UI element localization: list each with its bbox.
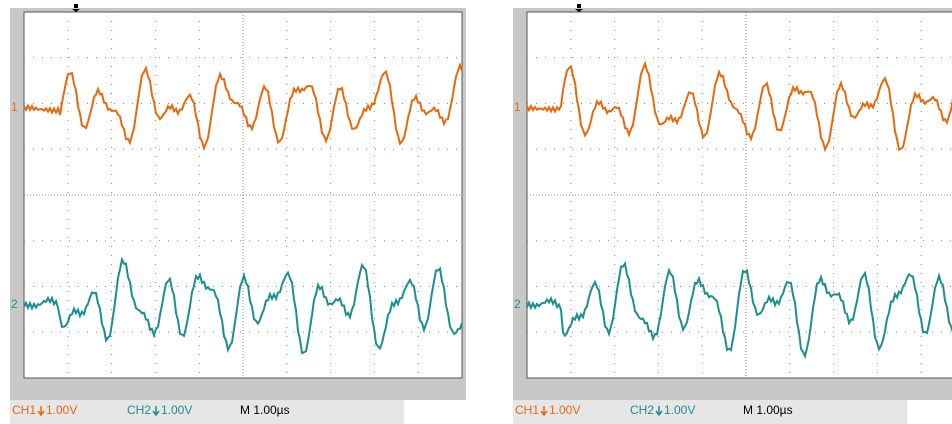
ch1-label: CH1 <box>515 403 539 417</box>
ch1-scale: 1.00V <box>46 403 77 417</box>
ch2-scale: 1.00V <box>664 403 695 417</box>
timebase: M 1.00µs <box>240 403 290 417</box>
ch2-label: CH2 <box>127 403 151 417</box>
ch2-label: CH2 <box>630 403 654 417</box>
channel-marker: 1 <box>514 100 521 114</box>
scope-panel: 1 2 CH1 1.00V CH2 1.00V M 1.00µs <box>513 4 952 424</box>
page: 12CH11.00VCH21.00VM 1.00µs12CH11.00VCH21… <box>0 0 952 424</box>
channel-marker: 1 <box>11 100 18 114</box>
scope-screens: 12CH11.00VCH21.00VM 1.00µs12CH11.00VCH21… <box>0 0 952 424</box>
ch1-label: CH1 <box>12 403 36 417</box>
channel-marker: 2 <box>11 297 18 311</box>
ch2-scale: 1.00V <box>161 403 192 417</box>
ch1-scale: 1.00V <box>549 403 580 417</box>
scope-panel: 1 2 CH1 1.00V CH2 1.00V M 1.00µs <box>10 4 466 424</box>
channel-marker: 2 <box>514 297 521 311</box>
timebase: M 1.00µs <box>743 403 793 417</box>
